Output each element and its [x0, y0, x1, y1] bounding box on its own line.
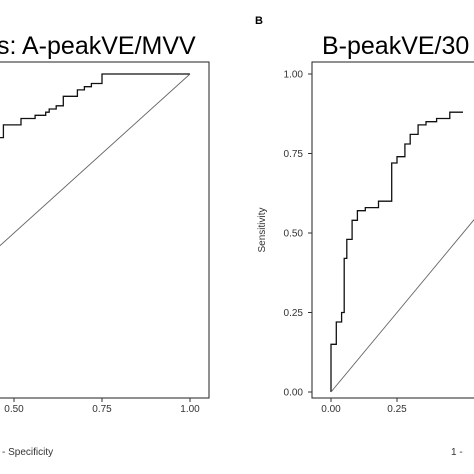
- panel-b-y-tick-label: 0.75: [284, 149, 304, 160]
- panel-a-roc-chart: s: A-peakVE/MVV 0.50 0.75 1.00 l - Specifi…: [0, 32, 210, 458]
- panel-b-letter: B: [255, 15, 263, 27]
- panel-b-y-axis-title: Sensitivity: [257, 207, 268, 252]
- panel-b-x-axis-title: 1 -: [451, 447, 463, 458]
- panel-a-frame: [0, 61, 210, 399]
- panel-a-x-tick-label: 1.00: [180, 404, 200, 415]
- panel-a-x-tick-label: 0.75: [92, 404, 112, 415]
- panel-a-x-axis-title: l - Specificity: [0, 447, 53, 458]
- panel-b-title: B-peakVE/30: [322, 32, 469, 60]
- panel-b-roc-curve: [330, 111, 463, 392]
- panel-b-y-tick-label: 0.50: [284, 229, 304, 240]
- panel-a-reference-diagonal: [0, 73, 191, 247]
- panel-a-roc-curve: [0, 73, 190, 139]
- panel-b-x-tick-label: 0.25: [387, 404, 407, 415]
- panel-b-reference-diagonal: [330, 219, 474, 393]
- panel-b-y-tick-label: 0.00: [284, 388, 304, 399]
- panel-b-y-tick-label: 0.25: [284, 308, 304, 319]
- panel-b-x-tick-label: 0.00: [321, 404, 341, 415]
- panel-a-title: s: A-peakVE/MVV: [0, 32, 196, 60]
- panel-b-roc-chart: B B-peakVE/30 0.00 0.25 0.00 0.25 0.50 0.75 1.…: [255, 15, 474, 458]
- panel-b-y-tick-label: 1.00: [284, 70, 304, 81]
- panel-a-x-tick-label: 0.50: [4, 404, 24, 415]
